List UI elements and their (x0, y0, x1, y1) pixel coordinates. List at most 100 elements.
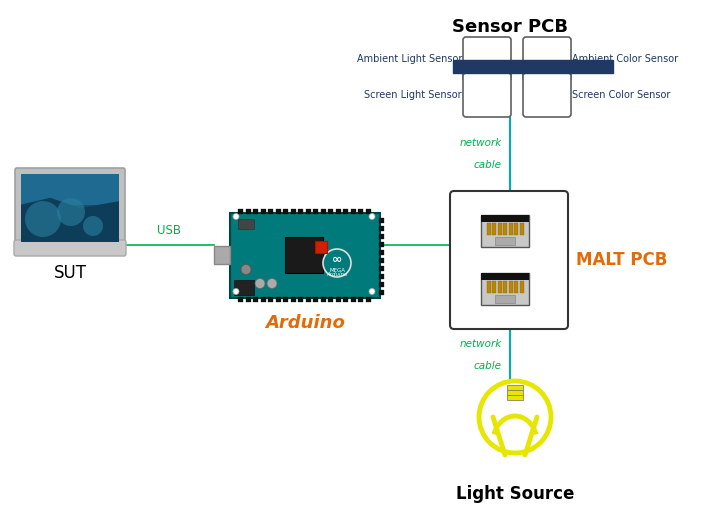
Text: MEGA: MEGA (329, 267, 345, 272)
Text: SUT: SUT (53, 264, 87, 282)
FancyBboxPatch shape (15, 168, 125, 248)
Bar (365, 297, 370, 302)
Bar (453, 60, 613, 73)
Bar (492, 223, 496, 235)
Bar (245, 297, 251, 302)
Text: network: network (460, 339, 502, 349)
Bar (313, 297, 318, 302)
Bar (21, 174, 119, 205)
Bar (508, 281, 513, 292)
Bar (238, 208, 243, 213)
Bar (507, 395, 523, 400)
Bar (268, 208, 273, 213)
Text: ∞: ∞ (332, 253, 342, 266)
Bar (315, 241, 327, 253)
Bar (245, 208, 251, 213)
Bar (305, 208, 310, 213)
Text: Light Source: Light Source (456, 485, 574, 503)
Bar (507, 390, 523, 395)
Circle shape (323, 249, 351, 277)
Bar (350, 297, 355, 302)
Bar (305, 297, 310, 302)
Bar (358, 208, 363, 213)
Bar (253, 208, 258, 213)
FancyBboxPatch shape (463, 73, 511, 117)
Polygon shape (21, 198, 119, 242)
Text: USB: USB (157, 224, 180, 237)
Circle shape (233, 288, 239, 294)
Bar (290, 208, 295, 213)
Bar (343, 297, 348, 302)
Bar (379, 233, 384, 239)
Bar (261, 297, 266, 302)
Bar (481, 272, 529, 280)
Bar (379, 273, 384, 279)
Text: cable: cable (474, 361, 502, 371)
Circle shape (369, 288, 375, 294)
Bar (503, 281, 507, 292)
Circle shape (369, 213, 375, 220)
Bar (313, 208, 318, 213)
Circle shape (83, 216, 103, 236)
Bar (365, 208, 370, 213)
Bar (481, 272, 529, 305)
Circle shape (233, 213, 239, 220)
Bar (276, 208, 281, 213)
Bar (321, 208, 326, 213)
Bar (358, 297, 363, 302)
Bar (336, 208, 341, 213)
Bar (379, 289, 384, 294)
Bar (261, 208, 266, 213)
Bar (298, 208, 303, 213)
Bar (481, 215, 529, 247)
Circle shape (241, 265, 251, 274)
FancyBboxPatch shape (523, 37, 571, 81)
Bar (214, 246, 230, 264)
Bar (230, 212, 380, 298)
Bar (503, 223, 507, 235)
Bar (283, 297, 288, 302)
Bar (285, 237, 323, 273)
Bar (234, 280, 254, 294)
Bar (520, 281, 523, 292)
Bar (379, 266, 384, 270)
Bar (481, 215, 529, 223)
Bar (379, 282, 384, 286)
Bar (514, 281, 518, 292)
Text: network: network (460, 139, 502, 148)
Text: Arduino: Arduino (326, 272, 348, 278)
Bar (495, 238, 515, 245)
Text: Screen Color Sensor: Screen Color Sensor (572, 90, 670, 100)
Bar (298, 297, 303, 302)
Bar (328, 297, 333, 302)
Bar (492, 281, 496, 292)
Bar (379, 258, 384, 263)
Bar (379, 242, 384, 247)
Bar (283, 208, 288, 213)
Text: Arduino: Arduino (265, 313, 345, 331)
Text: Sensor PCB: Sensor PCB (452, 18, 568, 36)
Circle shape (57, 198, 85, 226)
Bar (350, 208, 355, 213)
Bar (290, 297, 295, 302)
FancyBboxPatch shape (523, 73, 571, 117)
Bar (487, 281, 490, 292)
Circle shape (25, 201, 61, 237)
Bar (276, 297, 281, 302)
FancyBboxPatch shape (14, 240, 126, 256)
Bar (520, 223, 523, 235)
Bar (343, 208, 348, 213)
Bar (497, 223, 502, 235)
Circle shape (255, 279, 265, 288)
FancyBboxPatch shape (450, 191, 568, 329)
Text: Ambient Color Sensor: Ambient Color Sensor (572, 54, 678, 64)
Bar (508, 223, 513, 235)
Bar (268, 297, 273, 302)
Circle shape (241, 265, 251, 274)
Text: cable: cable (474, 161, 502, 170)
Bar (487, 223, 490, 235)
Text: MALT PCB: MALT PCB (576, 251, 667, 269)
Bar (379, 218, 384, 223)
Bar (238, 219, 254, 228)
Bar (507, 385, 523, 390)
